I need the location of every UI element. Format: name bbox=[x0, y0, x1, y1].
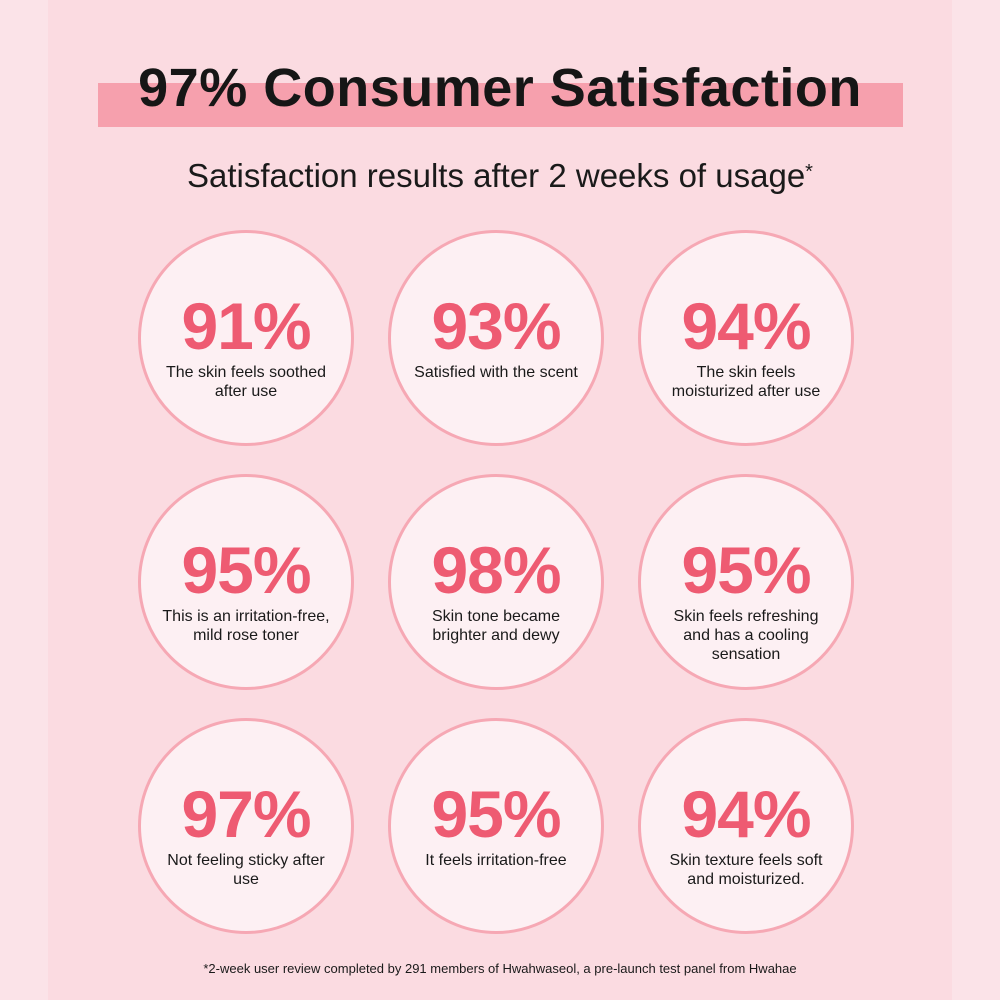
stat-percent: 95% bbox=[181, 533, 311, 607]
stat-label: Not feeling sticky after use bbox=[167, 852, 325, 888]
stat-label: Skin feels refreshing and has a cooling … bbox=[673, 608, 819, 663]
stat-circle: 95% Skin feels refreshing and has a cool… bbox=[638, 474, 854, 690]
stat-label: The skin feels moisturized after use bbox=[671, 364, 821, 400]
stat-circle: 94% Skin texture feels soft and moisturi… bbox=[638, 718, 854, 934]
page-title: 97% Consumer Satisfaction bbox=[138, 58, 862, 118]
stat-percent: 94% bbox=[681, 777, 811, 851]
stat-label: The skin feels soothed after use bbox=[165, 364, 327, 400]
subtitle-text: Satisfaction results after 2 weeks of us… bbox=[187, 157, 806, 194]
stat-circle: 95% This is an irritation-free, mild ros… bbox=[138, 474, 354, 690]
stat-circle: 98% Skin tone became brighter and dewy bbox=[388, 474, 604, 690]
stat-circle: 95% It feels irritation-free bbox=[388, 718, 604, 934]
stat-circle: 91% The skin feels soothed after use bbox=[138, 230, 354, 446]
stats-grid: 91% The skin feels soothed after use 93%… bbox=[138, 230, 862, 936]
stat-percent: 98% bbox=[431, 533, 561, 607]
stat-circle: 93% Satisfied with the scent bbox=[388, 230, 604, 446]
stat-percent: 93% bbox=[431, 289, 561, 363]
subtitle-asterisk: * bbox=[805, 161, 813, 183]
stat-percent: 95% bbox=[681, 533, 811, 607]
stat-percent: 94% bbox=[681, 289, 811, 363]
stat-circle: 97% Not feeling sticky after use bbox=[138, 718, 354, 934]
stat-label: It feels irritation-free bbox=[425, 852, 567, 869]
stat-label: Skin texture feels soft and moisturized. bbox=[669, 852, 823, 888]
stat-circle: 94% The skin feels moisturized after use bbox=[638, 230, 854, 446]
page-subtitle: Satisfaction results after 2 weeks of us… bbox=[0, 154, 1000, 198]
stat-label: Satisfied with the scent bbox=[414, 364, 578, 381]
stat-percent: 95% bbox=[431, 777, 561, 851]
stat-percent: 97% bbox=[181, 777, 311, 851]
footnote: *2-week user review completed by 291 mem… bbox=[203, 961, 797, 976]
stat-percent: 91% bbox=[181, 289, 311, 363]
stat-label: Skin tone became brighter and dewy bbox=[431, 608, 561, 644]
stat-label: This is an irritation-free, mild rose to… bbox=[162, 608, 330, 644]
title-highlight-band bbox=[98, 83, 903, 127]
